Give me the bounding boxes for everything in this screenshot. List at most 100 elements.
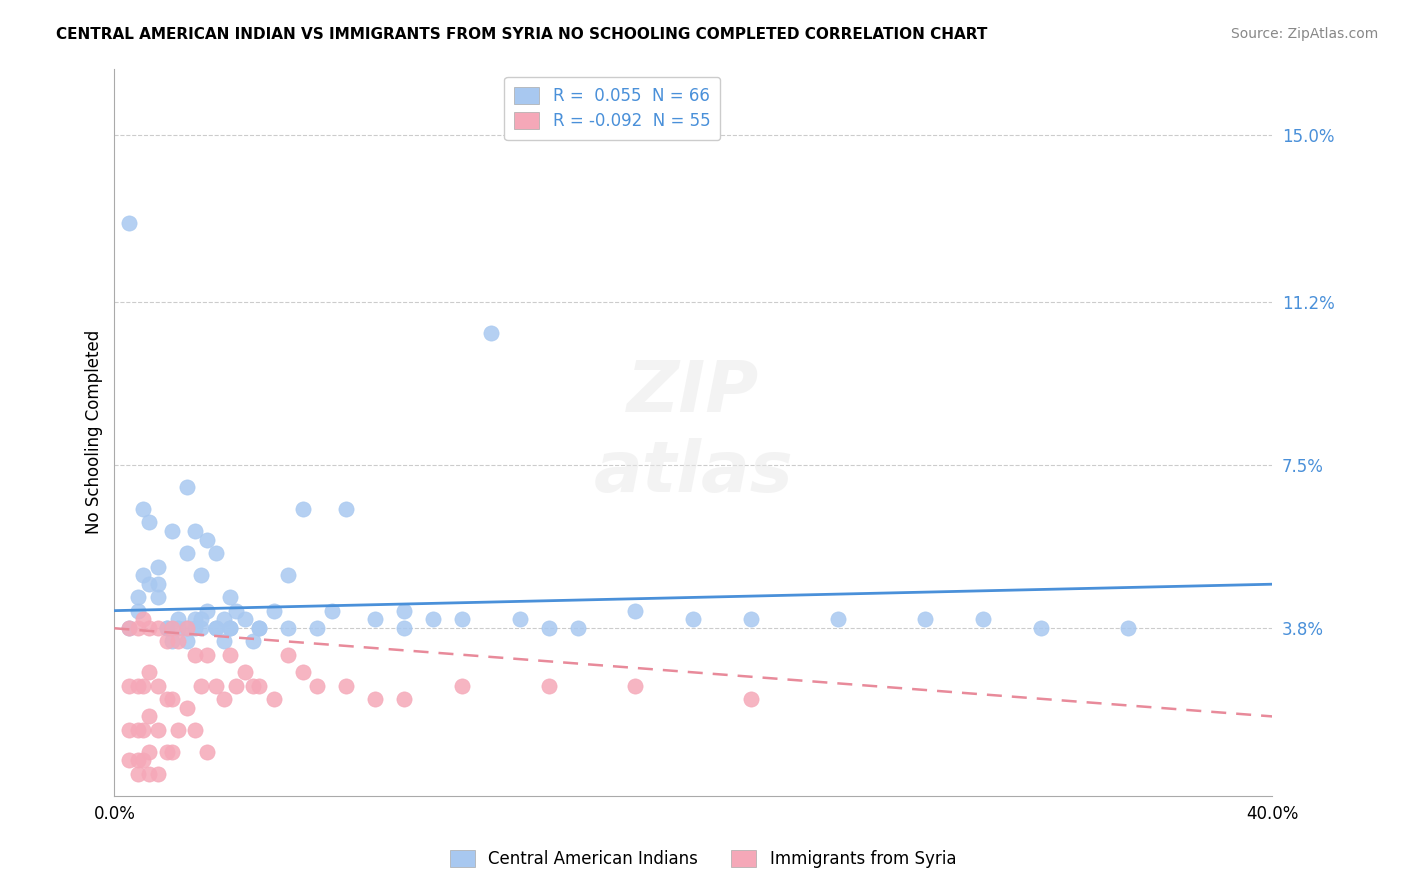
Point [184, 612, 207, 626]
Point [127, 766, 149, 780]
Point [214, 612, 236, 626]
Point [132, 502, 155, 516]
Point [132, 679, 155, 693]
Point [509, 612, 531, 626]
Point [195, 648, 218, 662]
Point [118, 216, 141, 230]
Point [537, 621, 560, 635]
Point [155, 691, 177, 706]
Point [138, 709, 160, 723]
Point [204, 621, 226, 635]
Point [146, 621, 169, 635]
Point [263, 691, 285, 706]
Point [567, 621, 589, 635]
Point [132, 754, 155, 768]
Point [190, 679, 212, 693]
Point [219, 621, 242, 635]
Point [537, 679, 560, 693]
Point [176, 621, 198, 635]
Point [247, 621, 270, 635]
Point [335, 679, 357, 693]
Point [277, 568, 299, 582]
Point [242, 634, 264, 648]
Point [914, 612, 936, 626]
Point [242, 679, 264, 693]
Point [132, 723, 155, 737]
Point [827, 612, 849, 626]
Point [184, 648, 207, 662]
Point [127, 591, 149, 605]
Point [162, 745, 184, 759]
Point [176, 634, 198, 648]
Point [127, 621, 149, 635]
Point [204, 546, 226, 560]
Point [176, 700, 198, 714]
Point [225, 604, 247, 618]
Point [247, 621, 270, 635]
Point [422, 612, 444, 626]
Point [450, 612, 472, 626]
Point [155, 621, 177, 635]
Point [195, 533, 218, 548]
Point [184, 621, 207, 635]
Point [138, 621, 160, 635]
Point [190, 612, 212, 626]
Point [364, 612, 387, 626]
Point [305, 679, 328, 693]
Text: Source: ZipAtlas.com: Source: ZipAtlas.com [1230, 27, 1378, 41]
Point [247, 679, 270, 693]
Legend: R =  0.055  N = 66, R = -0.092  N = 55: R = 0.055 N = 66, R = -0.092 N = 55 [505, 77, 720, 140]
Point [162, 621, 184, 635]
Point [682, 612, 704, 626]
Point [277, 621, 299, 635]
Point [162, 524, 184, 539]
Point [118, 621, 141, 635]
Point [740, 691, 762, 706]
Point [1116, 621, 1139, 635]
Point [233, 612, 256, 626]
Point [214, 634, 236, 648]
Text: ZIP
atlas: ZIP atlas [593, 358, 793, 507]
Point [219, 621, 242, 635]
Point [190, 568, 212, 582]
Point [321, 604, 343, 618]
Point [155, 634, 177, 648]
Point [291, 665, 314, 680]
Point [138, 766, 160, 780]
Point [146, 723, 169, 737]
Text: CENTRAL AMERICAN INDIAN VS IMMIGRANTS FROM SYRIA NO SCHOOLING COMPLETED CORRELAT: CENTRAL AMERICAN INDIAN VS IMMIGRANTS FR… [56, 27, 987, 42]
Point [127, 723, 149, 737]
Point [155, 745, 177, 759]
Point [167, 723, 190, 737]
Point [176, 480, 198, 494]
Point [219, 648, 242, 662]
Point [233, 665, 256, 680]
Legend: Central American Indians, Immigrants from Syria: Central American Indians, Immigrants fro… [443, 843, 963, 875]
Point [392, 604, 415, 618]
Point [190, 621, 212, 635]
Point [118, 679, 141, 693]
Point [195, 745, 218, 759]
Point [146, 591, 169, 605]
Point [204, 679, 226, 693]
Point [138, 665, 160, 680]
Point [167, 621, 190, 635]
Point [167, 634, 190, 648]
Point [204, 621, 226, 635]
Point [277, 648, 299, 662]
Point [624, 604, 647, 618]
Point [214, 691, 236, 706]
Point [138, 516, 160, 530]
Point [138, 577, 160, 591]
Point [118, 754, 141, 768]
Point [162, 634, 184, 648]
Point [450, 679, 472, 693]
Point [392, 621, 415, 635]
Point [146, 679, 169, 693]
Point [127, 604, 149, 618]
Y-axis label: No Schooling Completed: No Schooling Completed [86, 330, 103, 534]
Point [162, 691, 184, 706]
Point [195, 604, 218, 618]
Point [1029, 621, 1052, 635]
Point [132, 568, 155, 582]
